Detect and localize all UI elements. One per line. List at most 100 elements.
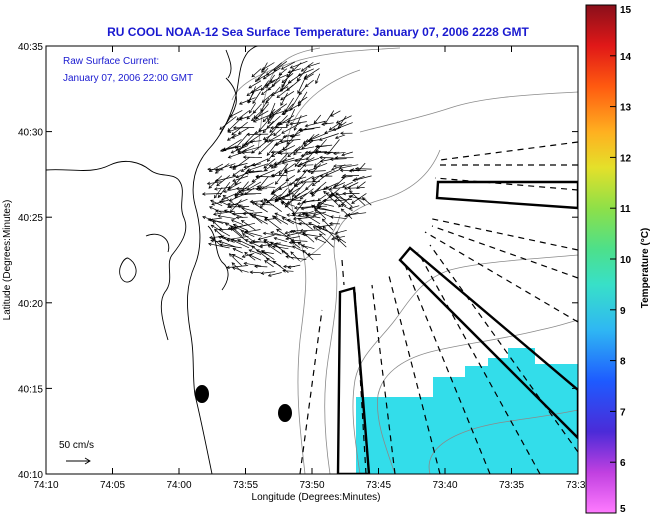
current-vector [251,214,268,225]
current-vector-head [286,87,290,91]
current-vector-head [329,157,334,162]
current-vector [311,170,333,180]
current-vector [250,140,262,143]
current-vector [288,181,301,193]
current-vector [224,209,244,218]
x-tick-label: 73:40 [432,480,457,491]
current-vector [319,157,334,159]
current-vector-head [279,139,284,143]
current-vector-head [227,155,232,159]
current-vector-head [304,123,309,128]
current-vector [298,218,313,230]
current-vector [269,163,282,167]
current-vector [287,114,308,123]
current-vector-head [281,111,285,115]
current-vector-head [237,239,241,243]
y-tick-label: 40:30 [18,128,43,139]
current-vector-head [212,212,217,216]
current-vector-head [251,73,255,78]
current-vector [264,218,276,221]
current-vector-head [334,231,339,235]
current-vector [208,175,223,189]
current-vector [270,74,289,83]
current-vector-head [207,242,212,246]
current-vector [266,62,283,76]
current-vector [291,192,301,201]
current-vector-head [299,196,304,200]
current-vector [293,138,309,156]
current-vector-head [218,240,222,244]
current-vector [215,163,236,171]
current-vector-head [248,249,253,253]
current-vector-head [208,206,213,210]
current-vector [335,134,346,139]
current-vector [253,115,269,123]
current-vector-head [324,130,328,134]
current-vector [246,85,263,96]
station-dot [278,404,292,422]
current-vector [229,194,243,202]
current-vector [315,73,321,84]
current-vector-head [219,126,223,130]
current-vector [270,241,289,255]
current-vector-head [289,65,294,69]
current-vector-head [328,127,333,131]
current-vector [280,79,287,91]
current-vector-head [238,101,243,105]
current-vector-head [227,202,231,206]
current-vector-head [333,151,337,156]
current-vector-head [274,242,278,246]
current-vector [293,216,315,220]
current-vector-head [273,236,278,241]
current-vector [324,110,335,125]
current-vector [339,164,359,169]
current-vector [352,175,372,181]
current-vector-head [332,127,336,131]
current-vector-head [286,233,291,237]
current-vector [260,97,270,112]
current-vector [251,201,268,213]
current-vector [284,97,294,112]
current-vector [241,220,256,231]
current-vector [215,175,237,182]
current-vector [278,182,295,190]
x-tick-label: 73:35 [499,480,524,491]
current-vector-head [301,200,306,204]
current-vector-head [289,107,293,112]
current-vector [250,200,263,203]
current-vector-head [318,137,323,141]
current-vector-head [248,240,253,245]
current-vector [230,239,250,249]
current-vector [241,187,263,192]
colorbar-tick-label: 5 [620,504,626,515]
current-vector [289,121,307,125]
current-vector-head [297,169,301,173]
current-vector-head [299,228,304,233]
current-vector-head [230,239,235,243]
current-vector [245,170,268,174]
current-vector-head [293,148,298,152]
current-vector-head [352,178,356,182]
current-vector [274,216,289,225]
current-vector [319,133,339,141]
current-vector [298,91,308,107]
current-vector [344,182,359,190]
current-vector [304,68,320,79]
current-vector [341,208,353,220]
current-vector [281,103,301,115]
current-vector [313,162,328,169]
current-vector-head [261,91,265,96]
current-vector-head [287,70,292,74]
current-vector [291,239,308,242]
current-vector [214,187,223,199]
current-vector-head [282,269,286,273]
current-vector [308,222,328,232]
current-vectors [201,60,372,277]
current-vector [209,206,222,213]
current-vector [331,192,347,207]
current-vector-head [311,182,316,187]
current-vector [258,139,274,155]
current-vector [324,127,340,134]
current-vector-head [263,165,267,169]
current-vector-head [340,175,345,179]
